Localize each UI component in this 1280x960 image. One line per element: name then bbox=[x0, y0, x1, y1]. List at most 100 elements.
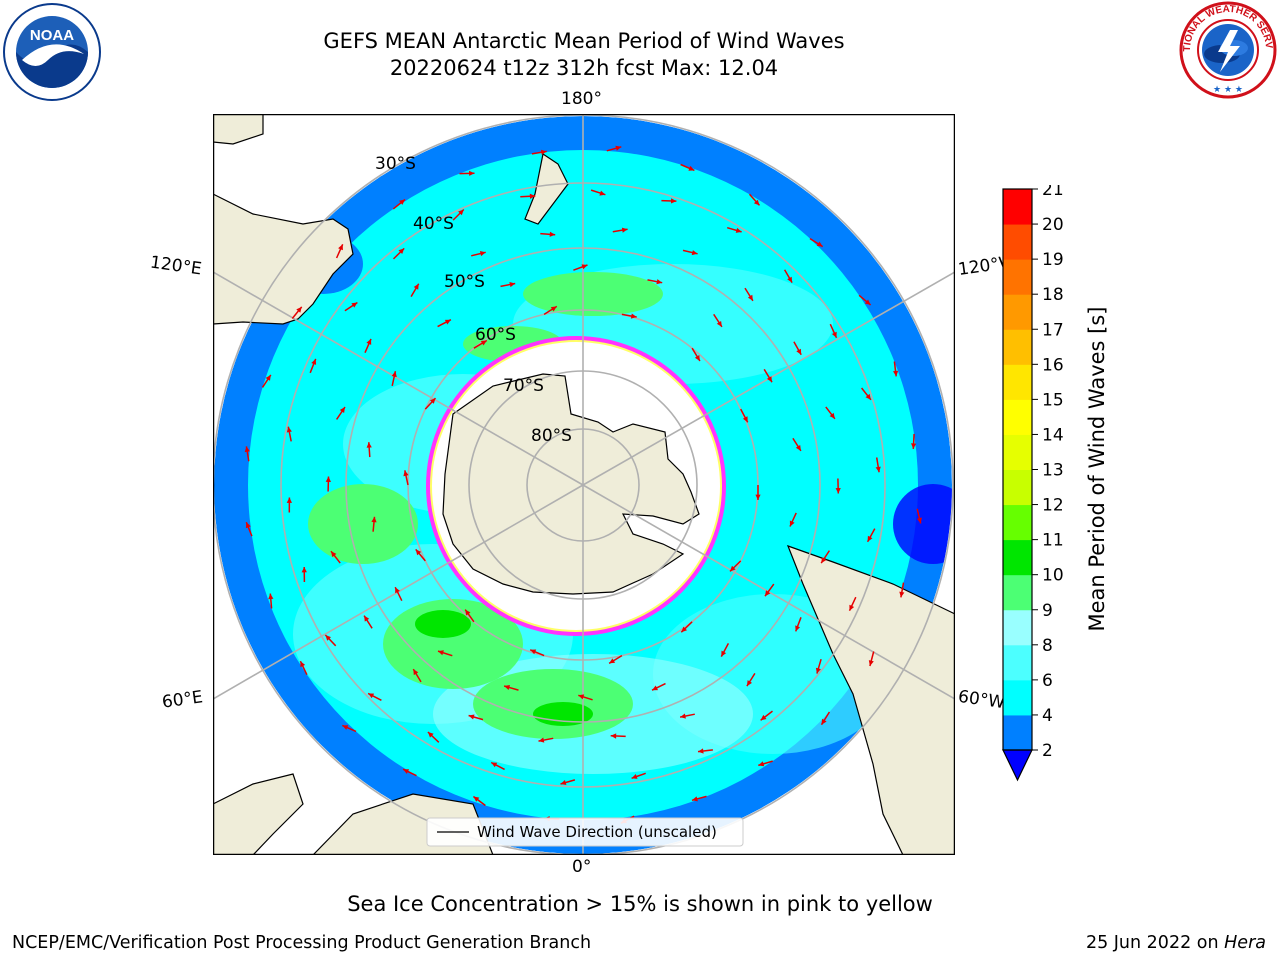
noaa-logo-icon: NOAA bbox=[3, 3, 101, 101]
wind-wave-arrow-head bbox=[815, 667, 821, 674]
wind-wave-arrow-head bbox=[351, 302, 358, 308]
wind-wave-arrow-head bbox=[265, 374, 271, 381]
colorbar-underflow-arrow bbox=[1002, 749, 1033, 782]
colorbar-tick-label: 4 bbox=[1042, 706, 1053, 726]
wind-wave-arrow-head bbox=[911, 443, 917, 449]
colorbar-segment bbox=[1003, 329, 1032, 365]
colorbar-tick-label: 17 bbox=[1042, 320, 1064, 340]
colorbar-segment bbox=[1003, 434, 1032, 470]
wind-wave-arrow-head bbox=[480, 340, 487, 346]
colorbar-segment bbox=[1003, 714, 1032, 751]
wind-wave-arrow-head bbox=[538, 737, 545, 743]
wind-wave-arrow-head bbox=[366, 442, 372, 448]
wind-wave-arrow-head bbox=[867, 535, 873, 542]
colorbar-tick-label: 8 bbox=[1042, 636, 1053, 656]
colorbar-tick-label: 15 bbox=[1042, 390, 1064, 410]
wind-wave-arrow-head bbox=[371, 516, 377, 523]
wind-wave-arrow-head bbox=[581, 264, 588, 270]
south-america-land bbox=[786, 544, 955, 855]
colorbar-tick-label: 2 bbox=[1042, 741, 1053, 761]
wind-wave-arrow-head bbox=[473, 796, 480, 802]
wind-wave-arrow-head bbox=[631, 774, 638, 779]
wind-wave-arrow-head bbox=[325, 476, 331, 482]
wind-wave-arrow-head bbox=[868, 660, 874, 666]
colorbar-tick-label: 19 bbox=[1042, 250, 1064, 270]
wind-wave-arrow-head bbox=[391, 371, 397, 378]
wind-wave-arrow-head bbox=[430, 398, 436, 404]
wind-wave-arrow-head bbox=[760, 714, 767, 721]
wind-wave-arrow-head bbox=[694, 355, 700, 361]
wind-wave-arrow-head bbox=[268, 593, 274, 600]
wind-wave-arrow-head bbox=[916, 517, 922, 524]
wind-wave-arrow-head bbox=[540, 149, 547, 155]
africa-land bbox=[213, 773, 304, 855]
wind-wave-arrow-head bbox=[413, 283, 419, 290]
wind-wave-arrow-head bbox=[578, 694, 585, 700]
colorbar-tick-label: 11 bbox=[1042, 531, 1064, 551]
wind-wave-arrow-head bbox=[716, 321, 722, 327]
colorbar-segment bbox=[1003, 224, 1032, 260]
wind-wave-arrow-head bbox=[609, 658, 616, 664]
wind-wave-arrow-head bbox=[875, 466, 881, 473]
polar-map: 30°S 40°S 50°S 60°S 70°S 80°S Wind Wave … bbox=[213, 114, 955, 855]
colorbar-tick-label: 16 bbox=[1042, 355, 1064, 375]
lon-label-0: 0° bbox=[572, 857, 592, 877]
wind-wave-arrow-head bbox=[753, 199, 760, 206]
colorbar-tick-label: 20 bbox=[1042, 215, 1064, 235]
wind-wave-arrow-head bbox=[835, 488, 841, 494]
wind-wave-arrow-head bbox=[671, 198, 677, 204]
wind-wave-arrow-head bbox=[465, 609, 471, 616]
colorbar-segment bbox=[1003, 609, 1032, 646]
wind-wave-arrow-head bbox=[656, 279, 663, 285]
wind-wave-arrow-head bbox=[504, 685, 510, 690]
wind-wave-arrow-head bbox=[789, 520, 795, 527]
wind-wave-arrow-head bbox=[364, 615, 370, 622]
wind-wave-arrow-head bbox=[692, 796, 698, 802]
wind-wave-arrow-head bbox=[795, 445, 801, 451]
wind-wave-arrow-head bbox=[730, 565, 736, 572]
wind-wave-arrow-head bbox=[549, 231, 556, 237]
lat-label-80s: 80°S bbox=[531, 426, 572, 446]
wind-wave-arrow-head bbox=[681, 626, 687, 633]
wind-wave-arrow-head bbox=[621, 227, 628, 233]
credit-date-text: 25 Jun 2022 on bbox=[1085, 933, 1225, 953]
wind-wave-arrow-head bbox=[758, 761, 765, 767]
wind-wave-arrow-head bbox=[864, 299, 871, 305]
wind-wave-arrow-head bbox=[413, 669, 419, 676]
lat-label-40s: 40°S bbox=[413, 214, 454, 234]
credit-date: 25 Jun 2022 on Hera bbox=[1086, 933, 1266, 953]
new-zealand-land bbox=[524, 153, 569, 225]
wind-wave-arrow-head bbox=[301, 567, 307, 573]
wind-wave-arrow-head bbox=[509, 282, 516, 288]
lon-label-180: 180° bbox=[561, 89, 602, 109]
colorbar-label: Mean Period of Wind Waves [s] bbox=[1085, 307, 1109, 632]
wind-wave-arrow-head bbox=[688, 165, 695, 171]
wind-wave-arrow-head bbox=[403, 470, 409, 477]
credit-branch: NCEP/EMC/Verification Post Processing Pr… bbox=[12, 933, 592, 953]
nws-logo-icon: NATIONAL WEATHER SERVICE ★ ★ ★ bbox=[1178, 0, 1277, 99]
lat-label-30s: 30°S bbox=[375, 154, 416, 174]
wind-wave-arrow-head bbox=[698, 748, 704, 754]
antarctica-land bbox=[442, 373, 700, 595]
colorbar-segment bbox=[1003, 539, 1032, 576]
wind-wave-arrow-head bbox=[415, 549, 422, 556]
lat-label-50s: 50°S bbox=[444, 272, 485, 292]
colorbar-segment bbox=[1003, 679, 1032, 716]
wind-wave-arrow-head bbox=[821, 718, 827, 725]
wind-wave-arrow-head bbox=[599, 190, 606, 196]
credit-host: Hera bbox=[1224, 933, 1266, 953]
wind-wave-arrow-head bbox=[816, 241, 823, 247]
wind-wave-arrow-head bbox=[468, 714, 475, 720]
map-subtitle: 20220624 t12z 312h fcst Max: 12.04 bbox=[389, 56, 779, 80]
wind-wave-arrow-head bbox=[325, 635, 331, 641]
wind-wave-arrow-head bbox=[821, 557, 827, 564]
legend-label: Wind Wave Direction (unscaled) bbox=[477, 823, 717, 841]
wind-wave-arrow-head bbox=[366, 338, 372, 345]
wind-wave-arrow-head bbox=[849, 604, 855, 611]
wind-wave-arrow-head bbox=[458, 209, 464, 216]
svg-text:★ ★ ★: ★ ★ ★ bbox=[1213, 85, 1243, 95]
wind-wave-arrow-head bbox=[479, 251, 486, 257]
wind-wave-arrow-head bbox=[831, 331, 837, 338]
wind-wave-arrow-head bbox=[691, 250, 698, 256]
colorbar-segment bbox=[1003, 364, 1032, 400]
